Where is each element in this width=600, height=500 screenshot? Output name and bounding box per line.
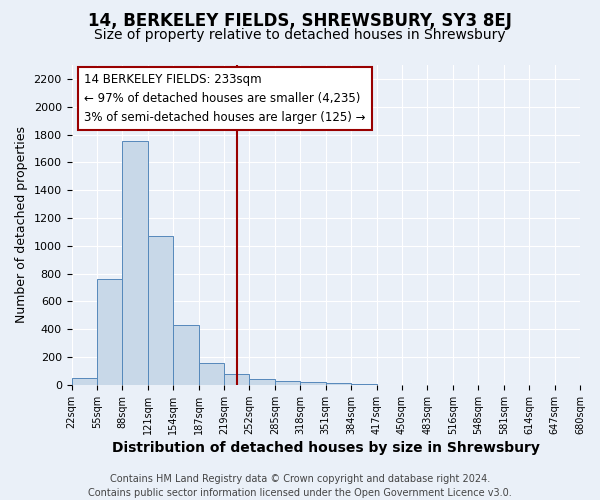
Bar [224,374,250,385]
Bar [173,325,199,385]
X-axis label: Distribution of detached houses by size in Shrewsbury: Distribution of detached houses by size … [112,441,540,455]
Bar [351,384,377,385]
Bar [148,236,173,385]
Bar [275,382,301,385]
Bar [122,142,148,385]
Bar [250,380,275,385]
Bar [199,364,224,385]
Y-axis label: Number of detached properties: Number of detached properties [15,126,28,324]
Text: Size of property relative to detached houses in Shrewsbury: Size of property relative to detached ho… [94,28,506,42]
Text: Contains HM Land Registry data © Crown copyright and database right 2024.
Contai: Contains HM Land Registry data © Crown c… [88,474,512,498]
Text: 14, BERKELEY FIELDS, SHREWSBURY, SY3 8EJ: 14, BERKELEY FIELDS, SHREWSBURY, SY3 8EJ [88,12,512,30]
Bar [71,378,97,385]
Bar [326,382,351,385]
Bar [97,279,122,385]
Text: 14 BERKELEY FIELDS: 233sqm
← 97% of detached houses are smaller (4,235)
3% of se: 14 BERKELEY FIELDS: 233sqm ← 97% of deta… [84,73,366,124]
Bar [301,382,326,385]
